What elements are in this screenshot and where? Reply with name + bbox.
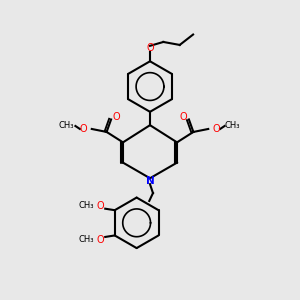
Text: CH₃: CH₃ bbox=[59, 122, 74, 130]
Text: O: O bbox=[180, 112, 188, 122]
Text: O: O bbox=[97, 201, 105, 211]
Text: O: O bbox=[112, 112, 120, 122]
Text: O: O bbox=[213, 124, 220, 134]
Text: O: O bbox=[80, 124, 87, 134]
Text: O: O bbox=[97, 235, 105, 245]
Text: CH₃: CH₃ bbox=[78, 236, 94, 244]
Text: CH₃: CH₃ bbox=[78, 201, 94, 210]
Text: N: N bbox=[146, 176, 154, 186]
Text: CH₃: CH₃ bbox=[224, 122, 240, 130]
Text: O: O bbox=[146, 43, 154, 53]
